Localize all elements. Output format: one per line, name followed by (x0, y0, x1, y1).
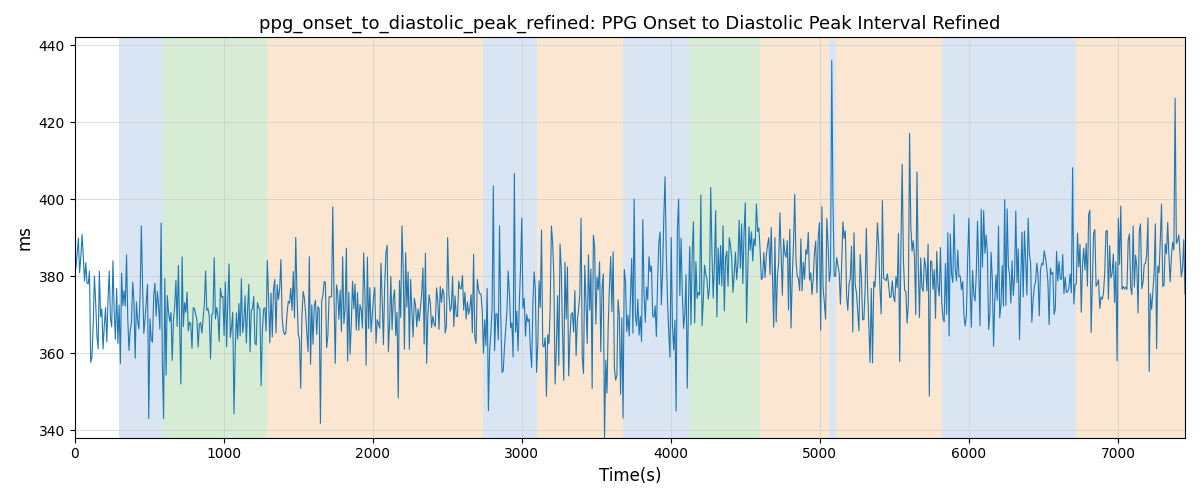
Bar (761, 38, 829, 438)
Title: ppg_onset_to_diastolic_peak_refined: PPG Onset to Diastolic Peak Interval Refine: ppg_onset_to_diastolic_peak_refined: PPG… (259, 15, 1001, 34)
Bar (623, 38, 689, 438)
Bar (829, 38, 836, 438)
Bar (536, 38, 623, 438)
Bar (484, 38, 536, 438)
Bar (1076, 38, 1184, 438)
Bar (942, 38, 1076, 438)
Bar (119, 38, 162, 438)
Bar (836, 38, 942, 438)
Bar (162, 38, 266, 438)
Bar (266, 38, 484, 438)
X-axis label: Time(s): Time(s) (599, 467, 661, 485)
Bar (689, 38, 761, 438)
Y-axis label: ms: ms (16, 225, 34, 250)
